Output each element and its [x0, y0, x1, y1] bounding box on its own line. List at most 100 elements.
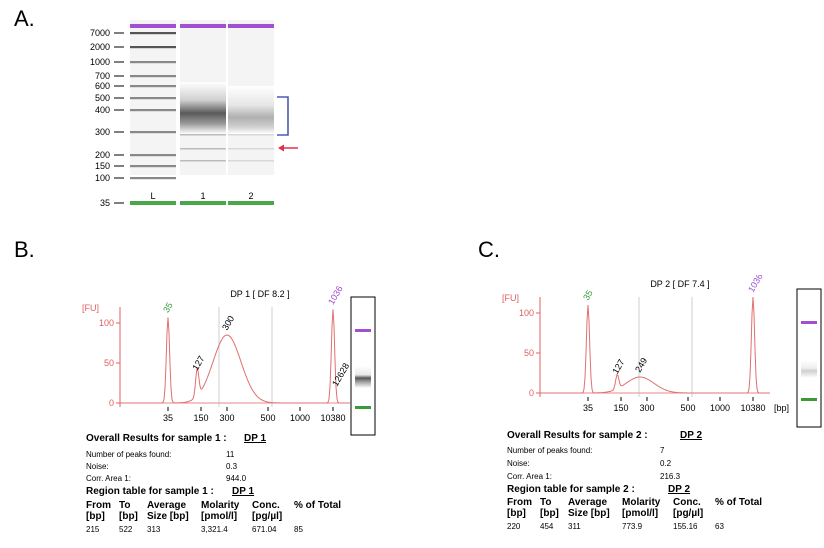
region-table-cell: 63	[715, 522, 724, 531]
region-table-header: % of Total	[294, 500, 342, 511]
peak-label: 1036	[326, 285, 345, 306]
region-name-1: DP 1	[232, 486, 255, 497]
noise-label-1: Noise:	[86, 462, 109, 471]
region-table-cell: 773.9	[622, 522, 643, 531]
sample-name-1: DP 1	[244, 433, 267, 444]
chart-title: DP 1 [ DF 8.2 ]	[230, 289, 289, 299]
noise-label-2: Noise:	[507, 459, 530, 468]
ladder-band	[130, 131, 176, 134]
ladder-band	[130, 46, 176, 49]
peaks-label-1: Number of peaks found:	[86, 450, 172, 459]
corr-label-2: Corr. Area 1:	[507, 472, 552, 481]
peak-label: 127	[610, 358, 626, 376]
ladder-size-label: 35	[100, 198, 110, 208]
x-tick-label: 150	[613, 403, 628, 413]
peak-label: 35	[161, 301, 175, 315]
gel-strip-dp1	[350, 296, 376, 436]
noise-value-2: 0.2	[660, 459, 672, 468]
y-tick-label: 100	[519, 308, 534, 318]
upper-marker-band	[228, 24, 274, 28]
x-tick-label: 10380	[740, 403, 765, 413]
y-tick-label: 50	[104, 358, 114, 368]
peak-label: 127	[190, 354, 206, 372]
x-tick-label: 35	[583, 403, 593, 413]
region-table-cell: 85	[294, 525, 303, 534]
size-range-bracket	[277, 96, 289, 136]
peak-label: 300	[220, 314, 236, 332]
faint-band	[180, 134, 226, 136]
ladder-band	[130, 97, 176, 100]
lower-marker-band	[180, 201, 226, 205]
y-axis-label: [FU]	[82, 303, 99, 313]
panel-label-b: B.	[14, 237, 35, 262]
peak-label: 1036	[746, 275, 765, 294]
ladder-size-label: 1000	[90, 57, 110, 67]
lower-marker-band	[228, 201, 274, 205]
electropherogram-dp2: DP 2 [ DF 7.4 ] [FU] 0 50 100 35 150 300 500 1000…	[502, 275, 789, 413]
y-tick-label: 0	[109, 398, 114, 408]
region-table-cell: 671.04	[252, 525, 277, 534]
region-table-header: % of Total	[715, 497, 763, 508]
ladder-band	[130, 85, 176, 88]
peaks-label-2: Number of peaks found:	[507, 446, 593, 455]
gel-lane-bg	[130, 20, 176, 175]
faint-band	[228, 160, 274, 162]
region-table-header: Conc. [pg/µl]	[673, 497, 704, 519]
y-tick-label: 50	[524, 348, 534, 358]
panel-label-a: A.	[14, 6, 35, 31]
ladder-size-label: 7000	[90, 28, 110, 38]
region-title-2: Region table for sample 2 :	[507, 484, 635, 495]
region-title-1: Region table for sample 1 :	[86, 486, 214, 497]
x-tick-label: 10380	[320, 413, 345, 423]
upper-marker-band	[180, 24, 226, 28]
region-table-cell: 454	[540, 522, 554, 531]
noise-value-1: 0.3	[226, 462, 238, 471]
gel-strip-dp2	[796, 288, 822, 428]
gel-lane-bg	[228, 20, 274, 175]
ladder-band	[130, 177, 176, 180]
x-tick-label: 300	[219, 413, 234, 423]
lane-label: L	[150, 191, 155, 201]
y-axis-label: [FU]	[502, 293, 519, 303]
lane-label: 2	[248, 191, 253, 201]
region-table-cell: 215	[86, 525, 100, 534]
x-axis-label: [bp]	[774, 403, 789, 413]
ladder-size-label: 700	[95, 71, 110, 81]
gel-lane-bg	[180, 20, 226, 175]
y-tick-label: 0	[529, 388, 534, 398]
ladder-size-label: 600	[95, 81, 110, 91]
ladder-size-label: 300	[95, 127, 110, 137]
lower-marker-band	[130, 201, 176, 205]
electropherogram-dp1: DP 1 [ DF 8.2 ] [FU] 0 50 100 35 150 300 500 1000…	[82, 285, 369, 423]
ladder-band	[130, 154, 176, 157]
region-table-header: Average Size [bp]	[568, 497, 610, 519]
peak-label: 35	[581, 288, 595, 302]
trace-line	[120, 309, 350, 404]
trace-line	[540, 296, 770, 394]
ladder-size-label: 500	[95, 93, 110, 103]
region-table-header: To [bp]	[119, 500, 138, 522]
peak-label: 249	[633, 356, 649, 374]
chart-title: DP 2 [ DF 7.4 ]	[650, 279, 709, 289]
corr-value-2: 216.3	[660, 472, 681, 481]
faint-band	[180, 148, 226, 150]
overall-results-title-2: Overall Results for sample 2 :	[507, 430, 648, 441]
region-table-cell: 522	[119, 525, 133, 534]
region-table-header: Molarity [pmol/l]	[201, 500, 240, 522]
ladder-size-label: 200	[95, 150, 110, 160]
region-table-cell: 311	[568, 522, 581, 531]
faint-band	[228, 134, 274, 136]
region-name-2: DP 2	[668, 484, 691, 495]
ladder-size-label: 100	[95, 173, 110, 183]
region-table-header: Molarity [pmol/l]	[622, 497, 661, 519]
y-tick-label: 100	[99, 318, 114, 328]
x-tick-label: 150	[193, 413, 208, 423]
overall-results-title-1: Overall Results for sample 1 :	[86, 433, 227, 444]
x-tick-label: 1000	[710, 403, 730, 413]
sample-1-smear	[180, 82, 226, 134]
region-table-header: From [bp]	[86, 500, 111, 522]
ladder-band	[130, 109, 176, 112]
x-tick-label: 300	[639, 403, 654, 413]
panel-label-c: C.	[478, 237, 500, 262]
